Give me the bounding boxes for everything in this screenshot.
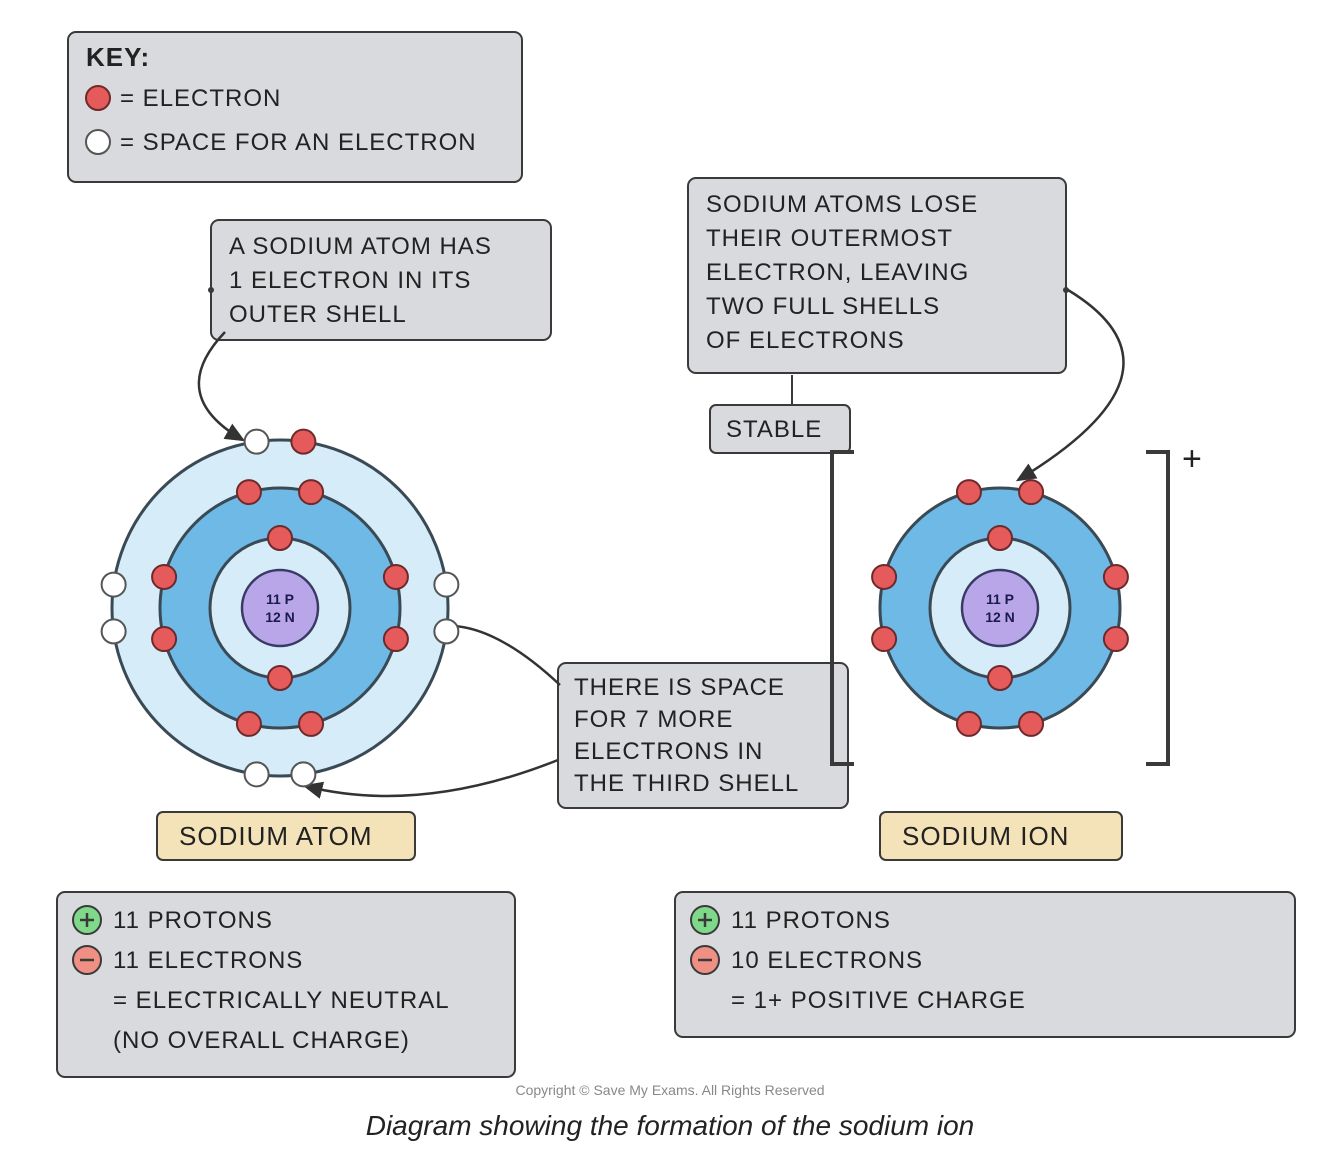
sodium-ion: 11 P 12 N xyxy=(880,488,1120,728)
summary-atom-row-3: (NO OVERALL CHARGE) xyxy=(113,1027,410,1054)
callout-pin xyxy=(208,287,214,293)
electron-icon xyxy=(268,666,292,690)
electron-hole-icon xyxy=(434,619,458,643)
electron-icon xyxy=(872,627,896,651)
electron-icon xyxy=(1104,565,1128,589)
electron-icon xyxy=(237,712,261,736)
electron-icon xyxy=(86,86,110,110)
sodium-ion-nucleus-text-1: 12 N xyxy=(985,609,1015,625)
electron-icon xyxy=(291,430,315,454)
key-title: KEY: xyxy=(86,42,150,72)
sodium-atom-nucleus xyxy=(242,570,318,646)
ion-charge: + xyxy=(1182,440,1203,478)
electron-icon xyxy=(988,666,1012,690)
electron-icon xyxy=(299,480,323,504)
callout-space-line-2: ELECTRONS IN xyxy=(574,738,763,765)
caption-text: Diagram showing the formation of the sod… xyxy=(366,1110,975,1141)
callout-lose-line-3: TWO FULL SHELLS xyxy=(706,293,940,320)
callout-lose-line-0: SODIUM ATOMS LOSE xyxy=(706,191,978,218)
electron-icon xyxy=(152,565,176,589)
summary-atom-row-1: 11 ELECTRONS xyxy=(113,947,303,974)
summary-ion-row-1: 10 ELECTRONS xyxy=(731,947,923,974)
electron-icon xyxy=(957,480,981,504)
electron-hole-icon xyxy=(245,430,269,454)
electron-hole-icon xyxy=(86,130,110,154)
electron-icon xyxy=(1019,712,1043,736)
electron-icon xyxy=(384,565,408,589)
electron-hole-icon xyxy=(102,619,126,643)
summary-atom-row-0: 11 PROTONS xyxy=(113,907,273,934)
electron-icon xyxy=(237,480,261,504)
callout-arrow xyxy=(199,332,243,440)
electron-icon xyxy=(152,627,176,651)
electron-icon xyxy=(299,712,323,736)
ion-bracket-right xyxy=(1146,452,1168,764)
key-item-1: = SPACE FOR AN ELECTRON xyxy=(120,129,477,156)
electron-icon xyxy=(384,627,408,651)
stable-label: STABLE xyxy=(726,416,822,443)
sodium-atom-nucleus-text-1: 12 N xyxy=(265,609,295,625)
sodium-ion-nucleus xyxy=(962,570,1038,646)
diagram-svg: KEY: = ELECTRON = SPACE FOR AN ELECTRON A S… xyxy=(0,0,1339,1163)
diagram-stage: KEY: = ELECTRON = SPACE FOR AN ELECTRON A S… xyxy=(0,0,1339,1163)
callout-outer-line-1: 1 ELECTRON IN ITS xyxy=(229,267,471,294)
callout-space-line-3: THE THIRD SHELL xyxy=(574,770,799,797)
electron-icon xyxy=(1019,480,1043,504)
electron-icon xyxy=(268,526,292,550)
callout-arrow xyxy=(305,760,558,796)
callout-outer-line-0: A SODIUM ATOM HAS xyxy=(229,233,492,260)
callout-space-line-1: FOR 7 MORE xyxy=(574,706,733,733)
callout-lose-line-2: ELECTRON, LEAVING xyxy=(706,259,969,286)
electron-hole-icon xyxy=(434,573,458,597)
summary-ion-row-2: = 1+ POSITIVE CHARGE xyxy=(731,987,1026,1014)
sodium-ion-nucleus-text-0: 11 P xyxy=(986,591,1014,607)
callout-space-line-0: THERE IS SPACE xyxy=(574,674,785,701)
electron-icon xyxy=(872,565,896,589)
key-item-0: = ELECTRON xyxy=(120,85,281,112)
sodium-ion-title: SODIUM ION xyxy=(902,821,1069,851)
electron-hole-icon xyxy=(291,762,315,786)
summary-ion-row-0: 11 PROTONS xyxy=(731,907,891,934)
copyright-text: Copyright © Save My Exams. All Rights Re… xyxy=(515,1082,824,1098)
sodium-atom-title: SODIUM ATOM xyxy=(179,821,373,851)
electron-hole-icon xyxy=(102,573,126,597)
electron-icon xyxy=(957,712,981,736)
sodium-atom: 11 P 12 N xyxy=(112,440,448,776)
callout-lose-line-1: THEIR OUTERMOST xyxy=(706,225,953,252)
callout-lose-line-4: OF ELECTRONS xyxy=(706,327,905,354)
electron-icon xyxy=(988,526,1012,550)
summary-atom-row-2: = ELECTRICALLY NEUTRAL xyxy=(113,987,450,1014)
electron-hole-icon xyxy=(245,762,269,786)
electron-icon xyxy=(1104,627,1128,651)
sodium-atom-nucleus-text-0: 11 P xyxy=(266,591,294,607)
callout-outer-line-2: OUTER SHELL xyxy=(229,301,407,328)
